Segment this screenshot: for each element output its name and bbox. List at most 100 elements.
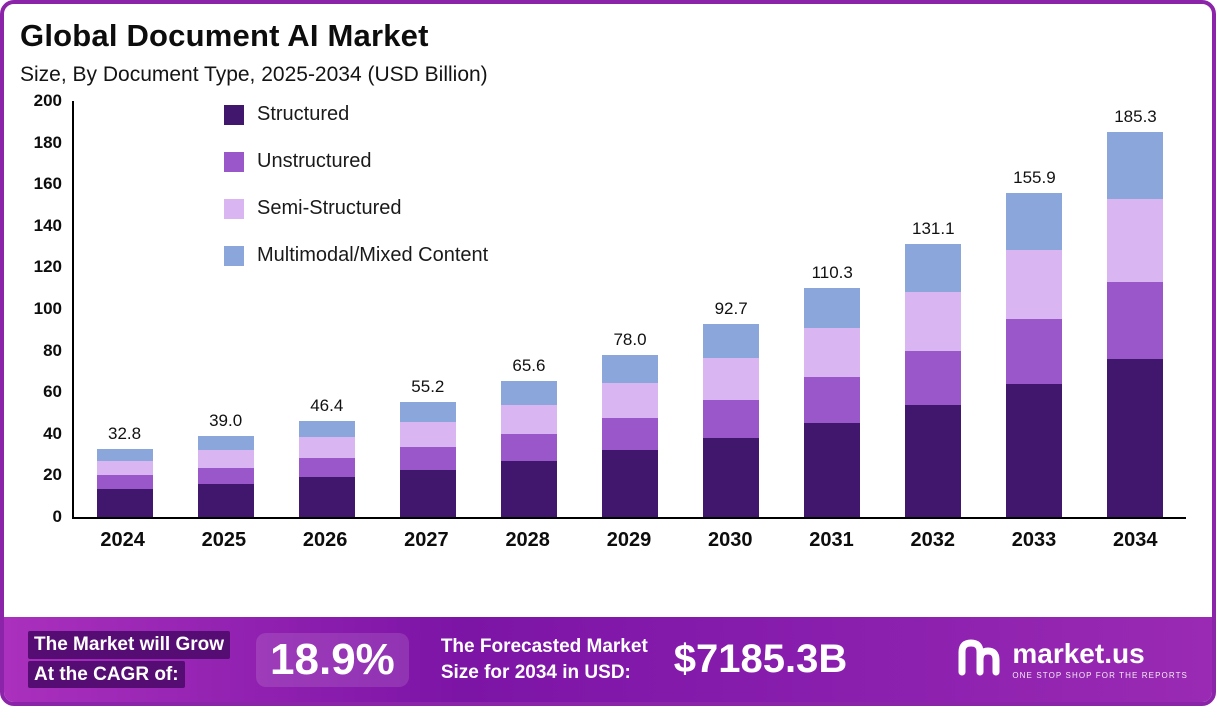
chart-subtitle: Size, By Document Type, 2025-2034 (USD B… <box>20 63 488 86</box>
bar-stack <box>500 380 557 517</box>
forecast-label: The Forecasted Market Size for 2034 in U… <box>441 634 648 685</box>
x-tick-label: 2028 <box>505 529 550 551</box>
bar-segment <box>298 420 355 438</box>
x-tick-label: 2032 <box>910 529 956 551</box>
bar-segment <box>298 458 355 478</box>
legend-label: Structured <box>257 103 350 125</box>
bar-segment <box>500 461 557 517</box>
legend-label: Semi-Structured <box>257 197 402 219</box>
bar-stack <box>96 448 153 517</box>
x-tick-label: 2026 <box>302 529 348 551</box>
bar-segment <box>197 483 254 517</box>
bar-stack <box>804 287 861 517</box>
bar-segment <box>298 477 355 517</box>
bar-total-label: 110.3 <box>811 262 853 282</box>
x-tick-label: 2031 <box>809 529 854 551</box>
bar-total-label: 39.0 <box>209 410 243 430</box>
forecast-value: $7185.3B <box>673 637 848 681</box>
brand-lockup: market.us ONE STOP SHOP FOR THE REPORTS <box>956 636 1188 683</box>
bar-segment <box>602 354 659 384</box>
bar-segment <box>602 450 659 517</box>
cagr-label-line1: The Market will Grow <box>28 630 231 659</box>
bar-segment <box>197 435 254 451</box>
bar-stack <box>602 354 659 517</box>
brand-name: market.us <box>1012 637 1145 669</box>
bar-total-label: 92.7 <box>714 299 748 319</box>
bar-total-label: 55.2 <box>411 377 445 397</box>
legend-item: Structured <box>224 103 488 126</box>
bar-column: 155.9 <box>984 101 1085 517</box>
brand-text: market.us ONE STOP SHOP FOR THE REPORTS <box>1012 637 1188 680</box>
y-tick-label: 200 <box>33 91 62 110</box>
legend-label: Unstructured <box>257 150 372 172</box>
bar-segment <box>197 450 254 468</box>
x-tick-label: 2033 <box>1011 529 1057 551</box>
legend-swatch-icon <box>224 198 244 219</box>
marketus-logo-icon <box>956 636 1002 683</box>
bar-segment <box>399 447 456 470</box>
bar-segment <box>1107 131 1164 200</box>
x-tick-label: 2030 <box>707 529 753 551</box>
x-tick-label: 2025 <box>201 529 247 551</box>
bar-segment <box>298 437 355 459</box>
bar-segment <box>96 460 153 476</box>
bar-segment <box>703 437 760 517</box>
bar-total-label: 155.9 <box>1013 167 1056 187</box>
bar-segment <box>804 422 861 517</box>
bar-total-label: 185.3 <box>1114 106 1157 126</box>
y-tick-label: 60 <box>43 382 62 402</box>
bar-stack <box>197 435 254 517</box>
chart-legend: Structured Unstructured Semi-Structured Mul… <box>224 103 488 267</box>
plot-area: Structured Unstructured Semi-Structured Mul… <box>72 101 1186 519</box>
legend-label: Multimodal/Mixed Content <box>257 244 489 266</box>
y-tick-label: 20 <box>43 465 62 485</box>
y-tick-label: 180 <box>33 132 62 152</box>
bar-stack <box>399 402 456 517</box>
forecast-label-line1: The Forecasted Market <box>440 635 648 657</box>
brand-tagline: ONE STOP SHOP FOR THE REPORTS <box>1012 670 1188 680</box>
cagr-label-line2: At the CAGR of: <box>28 660 185 689</box>
bar-stack <box>703 324 760 517</box>
legend-item: Semi-Structured <box>224 197 488 220</box>
bar-segment <box>1006 319 1063 385</box>
bar-segment <box>1006 249 1063 320</box>
bar-segment <box>197 467 254 484</box>
legend-swatch-icon <box>224 245 244 266</box>
bar-total-label: 78.0 <box>613 329 647 349</box>
bar-segment <box>96 489 153 517</box>
bar-segment <box>804 287 861 328</box>
y-axis: 0 20 40 60 80 100 120 140 160 180 200 <box>20 91 72 526</box>
legend-swatch-icon <box>224 151 244 172</box>
bar-segment <box>96 475 153 490</box>
bar-column: 78.0 <box>579 101 680 517</box>
bar-segment <box>96 448 153 461</box>
bar-segment <box>905 350 962 406</box>
page-title: Global Document AI Market <box>20 18 429 53</box>
cagr-label: The Market will Grow At the CAGR of: <box>28 630 231 689</box>
footer-banner: The Market will Grow At the CAGR of: 18.… <box>4 617 1212 702</box>
bar-segment <box>500 433 557 462</box>
legend-swatch-icon <box>224 104 244 125</box>
x-tick-label: 2034 <box>1113 529 1158 551</box>
y-tick-label: 80 <box>43 340 62 360</box>
bar-stack <box>1107 131 1164 517</box>
legend-item: Multimodal/Mixed Content <box>224 244 488 267</box>
bar-column: 110.3 <box>782 101 883 517</box>
x-tick-label: 2024 <box>100 529 145 551</box>
forecast-label-line2: Size for 2034 in USD: <box>440 661 631 683</box>
plot-wrap: 0 20 40 60 80 100 120 140 160 180 200 Structured Un… <box>20 91 1186 526</box>
bar-segment <box>703 399 760 438</box>
bar-segment <box>602 418 659 451</box>
bar-segment <box>1107 358 1164 517</box>
x-tick-label: 2027 <box>404 529 449 551</box>
chart-section: Global Document AI Market Size, By Docum… <box>4 4 1212 617</box>
bar-segment <box>1107 281 1164 359</box>
bar-column: 92.7 <box>681 101 782 517</box>
cagr-value: 18.9% <box>256 632 409 687</box>
bar-segment <box>602 383 659 419</box>
y-tick-label: 160 <box>33 174 62 194</box>
bar-segment <box>804 377 861 423</box>
y-tick-label: 120 <box>33 257 62 277</box>
bar-total-label: 131.1 <box>912 219 955 239</box>
